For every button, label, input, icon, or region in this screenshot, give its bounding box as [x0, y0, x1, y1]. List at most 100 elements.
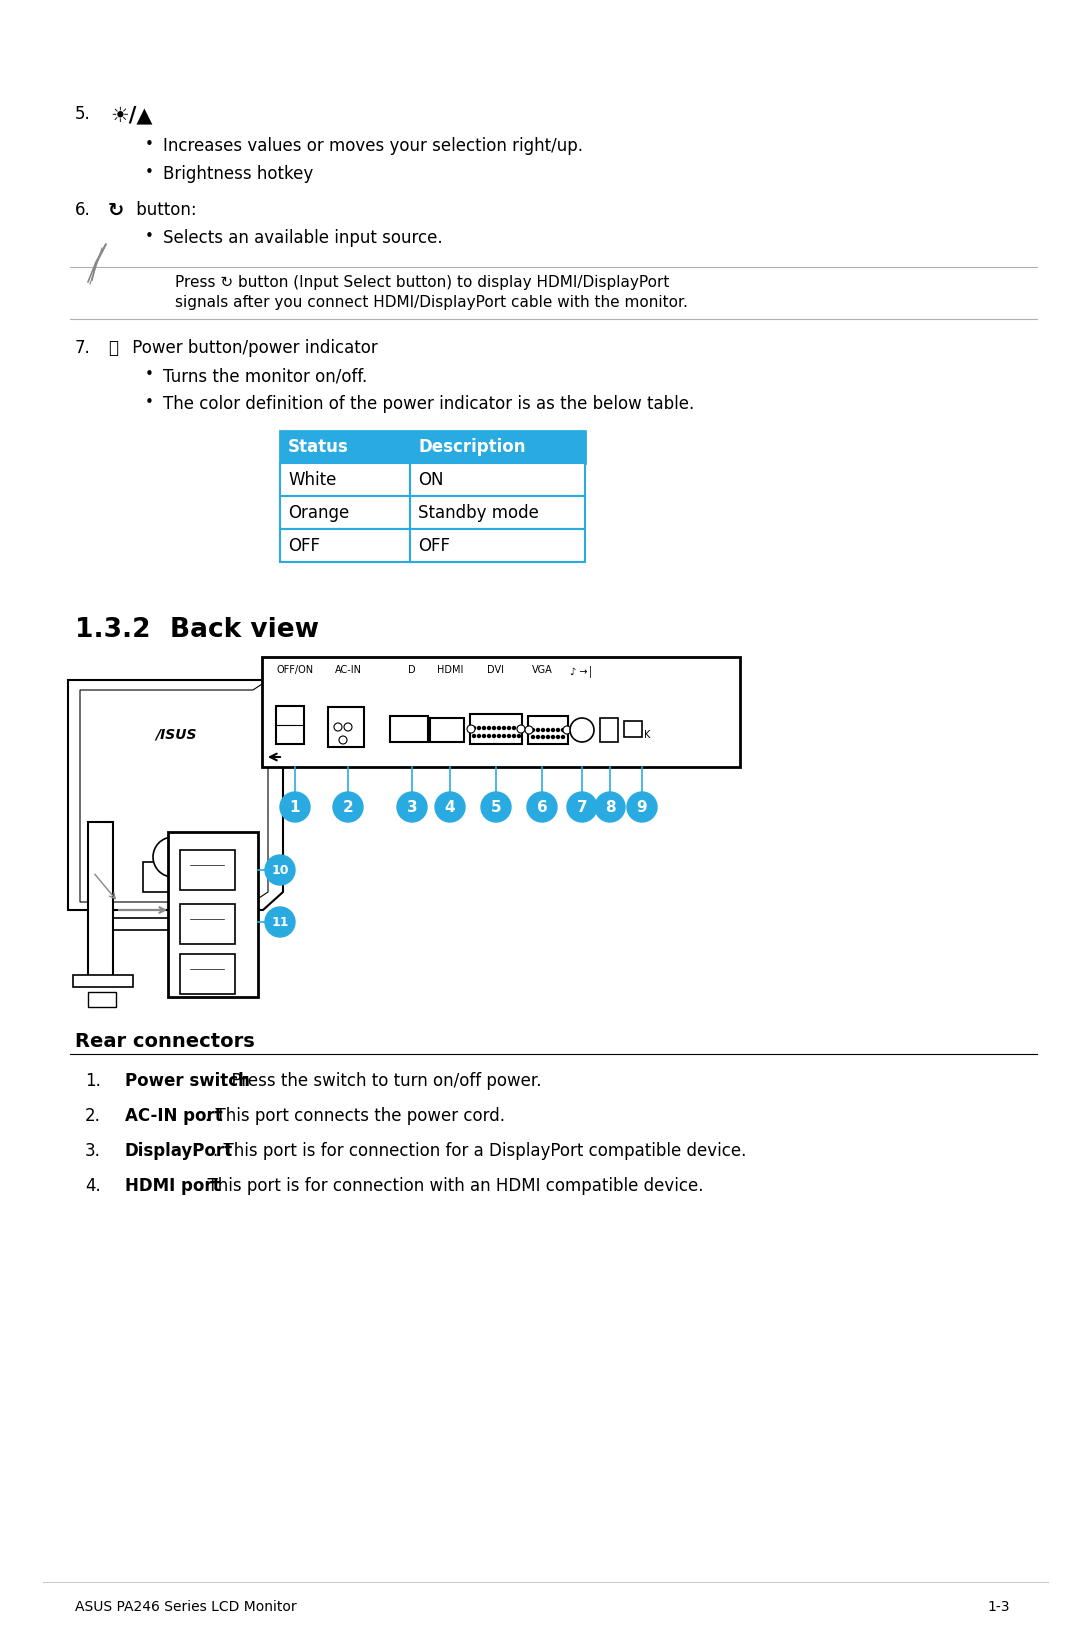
- Text: /ISUS: /ISUS: [156, 727, 197, 740]
- FancyBboxPatch shape: [280, 431, 585, 464]
- Bar: [226, 880, 234, 887]
- Text: DisplayPort: DisplayPort: [125, 1142, 233, 1160]
- Text: Brightness hotkey: Brightness hotkey: [163, 164, 313, 182]
- Bar: [249, 880, 258, 887]
- Text: 6: 6: [537, 799, 548, 815]
- Circle shape: [517, 734, 521, 737]
- Bar: [328, 708, 364, 747]
- Circle shape: [467, 726, 475, 734]
- Text: Turns the monitor on/off.: Turns the monitor on/off.: [163, 368, 367, 386]
- Circle shape: [567, 792, 597, 822]
- Circle shape: [525, 726, 534, 734]
- Polygon shape: [80, 680, 268, 901]
- Circle shape: [498, 727, 500, 729]
- Text: 2: 2: [342, 799, 353, 815]
- Circle shape: [537, 729, 540, 732]
- Text: 5.: 5.: [75, 106, 91, 124]
- Circle shape: [508, 727, 511, 729]
- Circle shape: [562, 735, 565, 739]
- Text: Power button/power indicator: Power button/power indicator: [127, 338, 378, 356]
- Bar: [180, 849, 235, 890]
- Circle shape: [345, 722, 352, 731]
- Text: 1-3: 1-3: [987, 1599, 1010, 1614]
- Text: 7.: 7.: [75, 338, 91, 356]
- Text: 11: 11: [271, 916, 288, 929]
- Circle shape: [537, 735, 540, 739]
- Bar: [600, 718, 618, 742]
- Bar: [178, 880, 186, 887]
- Text: 6.: 6.: [75, 202, 91, 220]
- Text: . Press the switch to turn on/off power.: . Press the switch to turn on/off power.: [221, 1072, 541, 1090]
- Circle shape: [552, 729, 554, 732]
- Bar: [238, 880, 246, 887]
- Circle shape: [541, 729, 544, 732]
- Bar: [73, 975, 133, 988]
- Text: •: •: [145, 164, 153, 181]
- Text: Rear connectors: Rear connectors: [75, 1032, 255, 1051]
- Circle shape: [627, 792, 657, 822]
- Text: VGA: VGA: [531, 665, 552, 675]
- Bar: [202, 880, 210, 887]
- Circle shape: [541, 735, 544, 739]
- Circle shape: [477, 734, 481, 737]
- Circle shape: [481, 792, 511, 822]
- FancyBboxPatch shape: [280, 496, 410, 529]
- Circle shape: [517, 726, 525, 734]
- Text: Increases values or moves your selection right/up.: Increases values or moves your selection…: [163, 137, 583, 155]
- Bar: [180, 905, 235, 944]
- FancyBboxPatch shape: [410, 529, 585, 561]
- Text: 9: 9: [637, 799, 647, 815]
- Circle shape: [280, 792, 310, 822]
- Circle shape: [513, 727, 515, 729]
- Circle shape: [502, 727, 505, 729]
- Text: ⏻: ⏻: [108, 338, 118, 356]
- Text: ♪ →│: ♪ →│: [570, 665, 594, 677]
- Bar: [168, 831, 258, 997]
- FancyBboxPatch shape: [280, 529, 410, 561]
- FancyBboxPatch shape: [410, 464, 585, 496]
- Text: 1.3.2: 1.3.2: [75, 617, 150, 643]
- Text: Status: Status: [288, 438, 349, 456]
- Bar: [180, 953, 235, 994]
- Circle shape: [483, 727, 486, 729]
- Circle shape: [334, 722, 342, 731]
- Text: HDMI port: HDMI port: [125, 1176, 220, 1194]
- Circle shape: [487, 734, 490, 737]
- Circle shape: [265, 906, 295, 937]
- Text: button:: button:: [131, 202, 197, 220]
- Circle shape: [595, 792, 625, 822]
- Circle shape: [552, 735, 554, 739]
- Bar: [190, 880, 198, 887]
- Text: OFF/ON: OFF/ON: [276, 665, 313, 675]
- Text: DVI: DVI: [487, 665, 504, 675]
- Text: •: •: [145, 137, 153, 151]
- Circle shape: [477, 727, 481, 729]
- Text: 7: 7: [577, 799, 588, 815]
- Text: 10: 10: [271, 864, 288, 877]
- Text: OFF: OFF: [418, 537, 450, 555]
- Circle shape: [492, 734, 496, 737]
- Circle shape: [562, 729, 565, 732]
- Circle shape: [531, 729, 535, 732]
- Text: White: White: [288, 470, 336, 488]
- Bar: [108, 918, 238, 931]
- Circle shape: [339, 735, 347, 744]
- Circle shape: [556, 735, 559, 739]
- Text: D: D: [408, 665, 416, 675]
- Circle shape: [563, 726, 571, 734]
- Circle shape: [473, 727, 475, 729]
- Text: 3: 3: [407, 799, 417, 815]
- Bar: [214, 880, 222, 887]
- Text: AC-IN: AC-IN: [335, 665, 362, 675]
- Bar: [87, 992, 116, 1007]
- Text: HDMI: HDMI: [436, 665, 463, 675]
- Text: Orange: Orange: [288, 503, 349, 522]
- Circle shape: [556, 729, 559, 732]
- Text: 8: 8: [605, 799, 616, 815]
- Text: •: •: [145, 229, 153, 244]
- Text: . This port connects the power cord.: . This port connects the power cord.: [205, 1106, 505, 1124]
- Bar: [87, 822, 113, 976]
- Text: 3.: 3.: [85, 1142, 100, 1160]
- FancyBboxPatch shape: [410, 496, 585, 529]
- Circle shape: [498, 734, 500, 737]
